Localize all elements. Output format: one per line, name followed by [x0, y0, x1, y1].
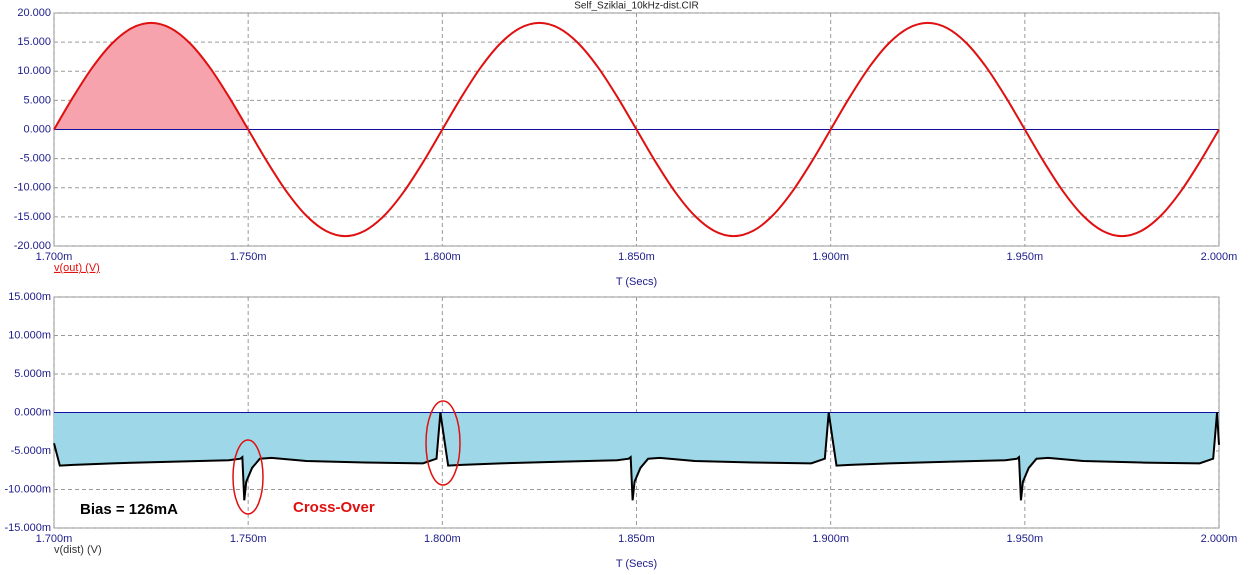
y-tick-label: -15.000 [14, 211, 51, 223]
y-tick-label: 15.000m [8, 291, 51, 303]
area-fill [54, 412, 1219, 501]
series-label: v(dist) (V) [54, 544, 102, 556]
y-tick-label: 20.000 [17, 7, 51, 19]
y-tick-label: 0.000m [14, 406, 51, 418]
x-axis-label: T (Secs) [616, 276, 657, 288]
x-tick-label: 1.800m [424, 533, 461, 545]
x-tick-label: 1.800m [424, 251, 461, 263]
highlight-ellipse [425, 400, 461, 486]
x-tick-label: 2.000m [1201, 251, 1238, 263]
plot-panel: Self_Sziklai_10kHz-dist.CIR 20.000 15.000 1… [14, 1, 1238, 288]
annotation: Cross-Over [293, 499, 375, 516]
highlight-ellipse [232, 439, 264, 515]
x-tick-label: 1.700m [36, 533, 73, 545]
annotation: Bias = 126mA [80, 501, 178, 518]
x-tick-label: 1.950m [1006, 251, 1043, 263]
y-tick-label: 5.000m [14, 368, 51, 380]
area-fill [54, 22, 249, 130]
x-tick-label: 1.700m [36, 251, 73, 263]
x-tick-label: 1.750m [230, 533, 267, 545]
y-tick-label: 10.000m [8, 329, 51, 341]
x-axis-label: T (Secs) [616, 558, 657, 570]
series-line [53, 412, 1220, 501]
y-tick-label: -20.000 [14, 240, 51, 252]
x-tick-label: 2.000m [1201, 533, 1238, 545]
chart-title: Self_Sziklai_10kHz-dist.CIR [574, 1, 699, 12]
x-tick-label: 1.850m [618, 533, 655, 545]
y-tick-label: 10.000 [17, 65, 51, 77]
y-tick-label: -15.000m [5, 522, 51, 534]
y-tick-label: 15.000 [17, 36, 51, 48]
x-tick-label: 1.750m [230, 251, 267, 263]
series-line [53, 21, 1220, 238]
y-tick-label: -5.000m [11, 445, 51, 457]
x-tick-label: 1.900m [812, 533, 849, 545]
x-tick-label: 1.900m [812, 251, 849, 263]
series-label: v(out) (V) [54, 262, 100, 274]
y-tick-label: -5.000 [20, 153, 51, 165]
plot-panel: 15.000m 10.000m 5.000m 0.000m -5.000m -10.000… [5, 291, 1238, 570]
y-tick-label: 0.000 [23, 123, 51, 135]
y-tick-label: -10.000m [5, 483, 51, 495]
y-tick-label: -10.000 [14, 182, 51, 194]
y-tick-label: 5.000 [23, 94, 51, 106]
x-tick-label: 1.950m [1006, 533, 1043, 545]
x-tick-label: 1.850m [618, 251, 655, 263]
